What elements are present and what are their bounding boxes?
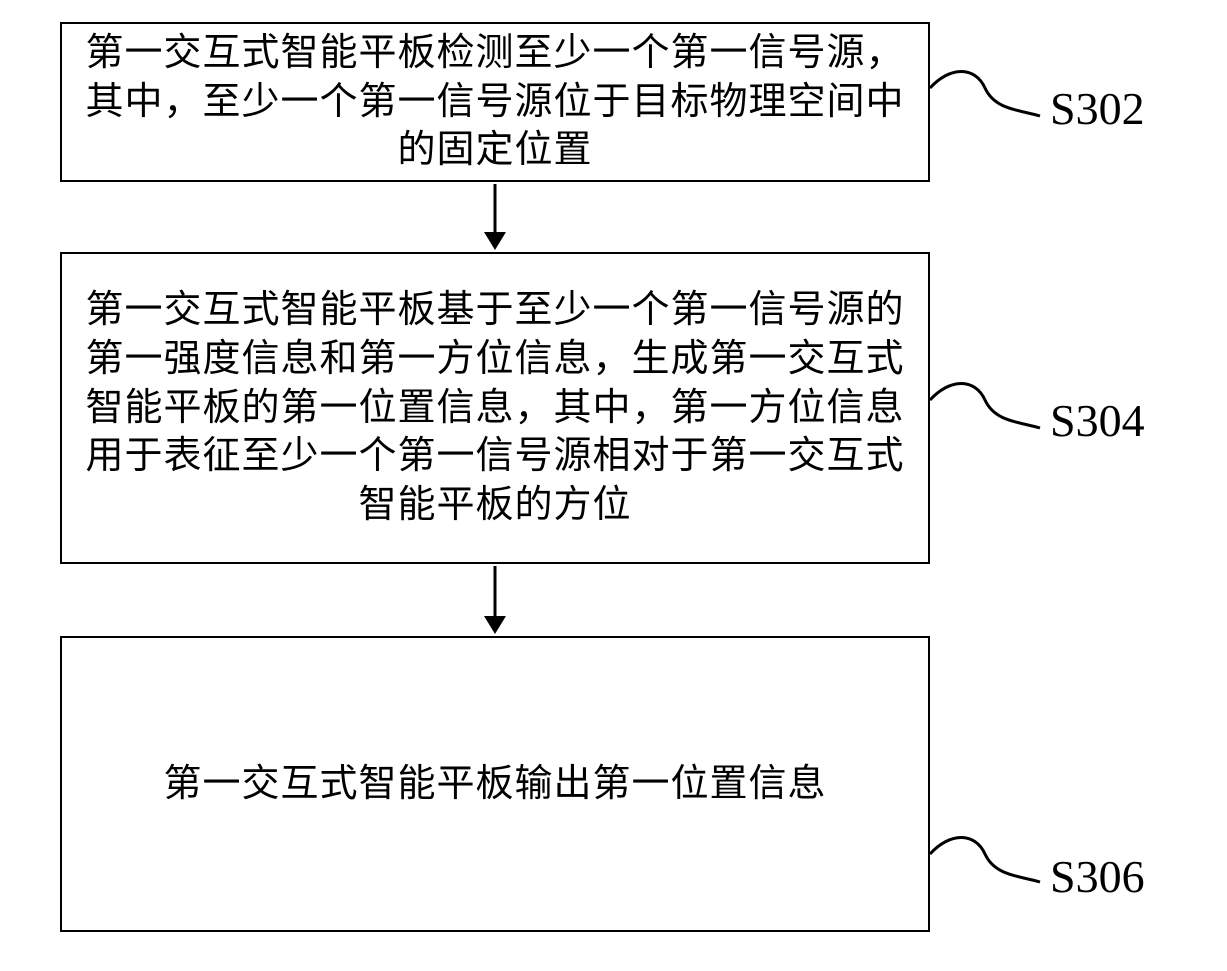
flow-step-text: 第一交互式智能平板基于至少一个第一信号源的第一强度信息和第一方位信息，生成第一交… (82, 286, 908, 529)
flow-step-label-s302: S302 (1050, 82, 1145, 135)
flow-step-label-s304: S304 (1050, 394, 1145, 447)
label-connector-s306 (925, 821, 1045, 887)
flowchart-canvas: 第一交互式智能平板检测至少一个第一信号源，其中，至少一个第一信号源位于目标物理空… (0, 0, 1227, 971)
flow-step-s306: 第一交互式智能平板输出第一位置信息 (60, 636, 930, 932)
flow-step-s304: 第一交互式智能平板基于至少一个第一信号源的第一强度信息和第一方位信息，生成第一交… (60, 252, 930, 564)
label-connector-s302 (925, 55, 1045, 121)
flow-step-text: 第一交互式智能平板检测至少一个第一信号源，其中，至少一个第一信号源位于目标物理空… (82, 29, 908, 175)
flow-step-text: 第一交互式智能平板输出第一位置信息 (163, 760, 826, 809)
flow-arrow-1 (480, 184, 510, 254)
flow-step-label-s306: S306 (1050, 850, 1145, 903)
flow-step-s302: 第一交互式智能平板检测至少一个第一信号源，其中，至少一个第一信号源位于目标物理空… (60, 22, 930, 182)
label-connector-s304 (925, 367, 1045, 433)
flow-arrow-2 (480, 566, 510, 638)
